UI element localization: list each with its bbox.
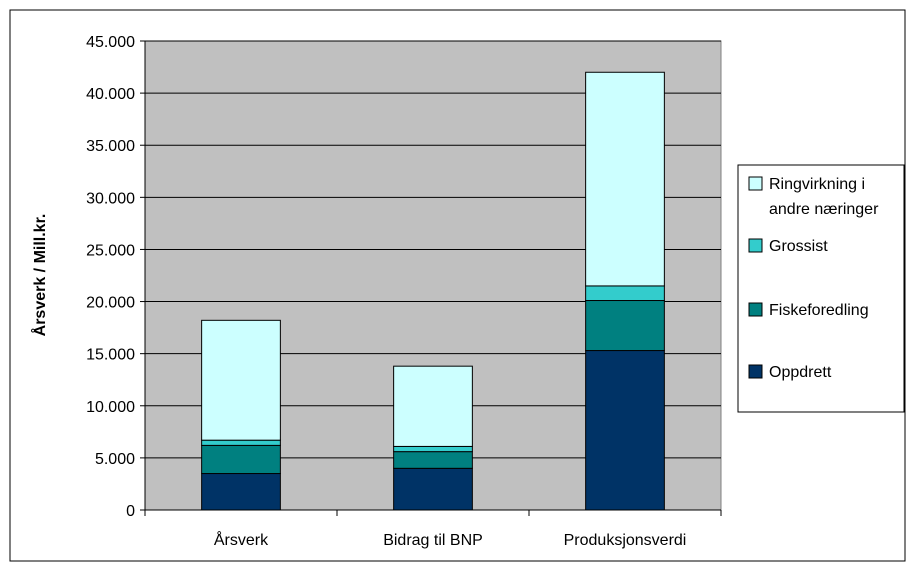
y-tick-label: 40.000 [86,86,135,103]
y-axis: 0 5.000 10.000 15.000 20.000 25.000 30.000 35.0… [86,34,146,520]
legend-label: Oppdrett [769,364,832,381]
y-tick-label: 25.000 [86,242,135,259]
legend-swatch [748,176,763,191]
y-axis-title: Årsverk / Mill.kr. [30,214,49,337]
bar-segment [201,444,281,475]
bar-segment [393,451,473,469]
bars [201,71,665,511]
legend-swatch [748,364,763,379]
legend: Ringvirkning i andre næringer Grossist Fisk… [737,164,905,413]
bar-segment [393,445,473,453]
y-tick-label: 5.000 [95,451,135,468]
legend-label: andre næringer [769,201,879,218]
legend-box [737,164,905,413]
y-tick-label: 10.000 [86,399,135,416]
bar-segment [201,319,281,441]
bar-segment [585,350,665,511]
bar-segment [585,285,665,302]
legend-label: Grossist [769,238,828,255]
legend-swatch [748,302,763,317]
bar-segment [201,473,281,511]
legend-swatch [748,238,763,253]
y-tick-label: 0 [126,503,135,520]
x-axis: Årsverk Bidrag til BNP Produksjonsverdi [144,509,722,549]
y-tick-label: 45.000 [86,34,135,51]
bar-segment [201,439,281,446]
legend-label: Ringvirkning i [769,176,865,193]
y-tick-label: 30.000 [86,190,135,207]
x-tick-label: Bidrag til BNP [383,532,483,549]
bar-segment [393,365,473,447]
y-tick-label: 15.000 [86,347,135,364]
bar-segment [585,300,665,352]
y-tick-label: 35.000 [86,138,135,155]
bar-segment [585,71,665,287]
x-tick-label: Årsverk [214,530,269,549]
x-tick-label: Produksjonsverdi [564,532,687,549]
y-tick-label: 20.000 [86,295,135,312]
bar-segment [393,467,473,511]
legend-label: Fiskeforedling [769,302,869,319]
